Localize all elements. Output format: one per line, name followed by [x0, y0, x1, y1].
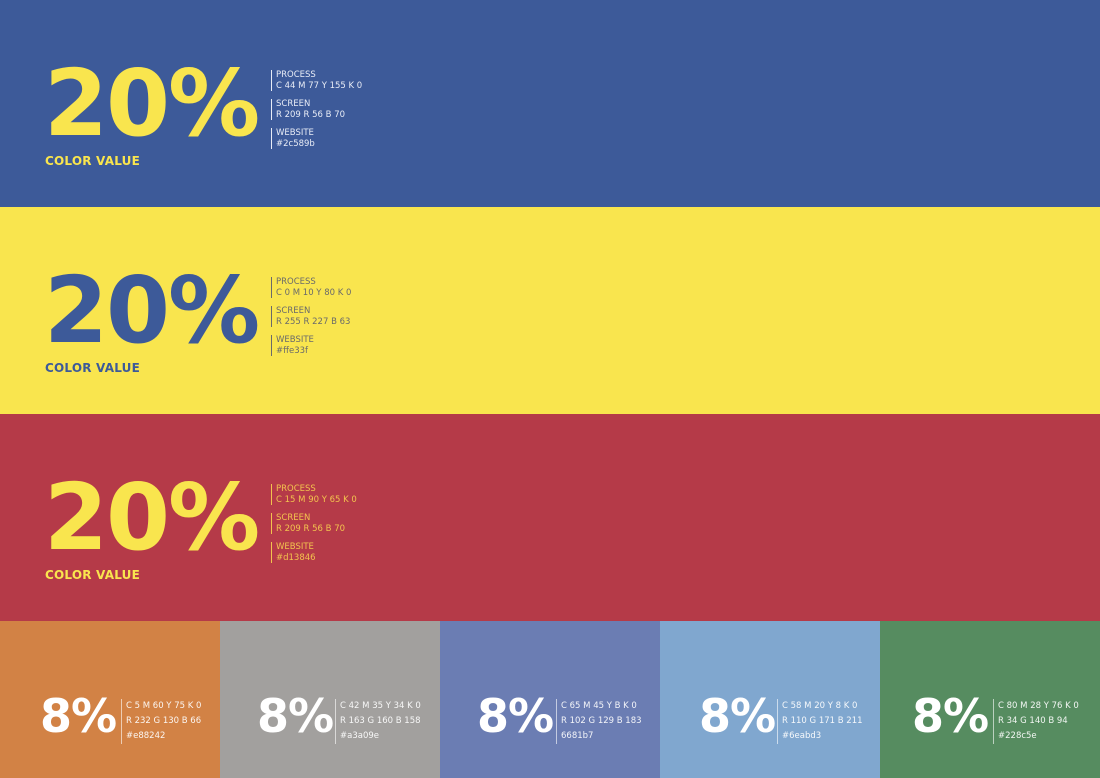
- process-spec: PROCESS C 0 M 10 Y 80 K 0: [271, 277, 351, 298]
- swatch-periwinkle: 8% C 65 M 45 Y B K 0 R 102 G 129 B 183 6…: [440, 621, 660, 778]
- swatch-rgb: R 110 G 171 B 211: [782, 716, 863, 726]
- screen-values: R 255 R 227 B 63: [276, 316, 351, 327]
- process-spec: PROCESS C 44 M 77 Y 155 K 0: [271, 70, 362, 91]
- website-spec: WEBSITE #d13846: [271, 542, 357, 563]
- process-title: PROCESS: [276, 277, 316, 287]
- swatch-specs: C 80 M 28 Y 76 K 0 R 34 G 140 B 94 #228c…: [993, 699, 1079, 744]
- swatch-rgb: R 102 G 129 B 183: [561, 716, 642, 726]
- swatch-light-blue: 8% C 58 M 20 Y 8 K 0 R 110 G 171 B 211 #…: [660, 621, 880, 778]
- primary-color-band-blue: 20% COLOR VALUE PROCESS C 44 M 77 Y 155 …: [0, 0, 1100, 207]
- swatch-hex: #6eabd3: [782, 731, 822, 741]
- website-hex: #ffe33f: [276, 345, 309, 356]
- color-value-label: COLOR VALUE: [45, 154, 140, 168]
- screen-spec: SCREEN R 209 R 56 B 70: [271, 513, 357, 534]
- swatch-cmyk: C 5 M 60 Y 75 K 0: [126, 701, 202, 711]
- swatch-hex: 6681b7: [561, 731, 594, 741]
- swatch-hex: #228c5e: [998, 731, 1037, 741]
- color-percentage: 20%: [44, 257, 260, 364]
- screen-title: SCREEN: [276, 306, 311, 316]
- swatch-specs: C 65 M 45 Y B K 0 R 102 G 129 B 183 6681…: [556, 699, 642, 744]
- swatch-percentage: 8%: [912, 689, 989, 743]
- swatch-orange: 8% C 5 M 60 Y 75 K 0 R 232 G 130 B 66 #e…: [0, 621, 220, 778]
- swatch-hex: #a3a09e: [340, 731, 379, 741]
- swatch-rgb: R 163 G 160 B 158: [340, 716, 421, 726]
- screen-spec: SCREEN R 255 R 227 B 63: [271, 306, 351, 327]
- color-specs: PROCESS C 0 M 10 Y 80 K 0 SCREEN R 255 R…: [271, 277, 351, 364]
- swatch-specs: C 5 M 60 Y 75 K 0 R 232 G 130 B 66 #e882…: [121, 699, 201, 744]
- swatch-hex: #e88242: [126, 731, 166, 741]
- swatch-rgb: R 232 G 130 B 66: [126, 716, 202, 726]
- swatch-percentage: 8%: [40, 689, 117, 743]
- website-title: WEBSITE: [276, 128, 314, 138]
- process-values: C 15 M 90 Y 65 K 0: [276, 494, 357, 505]
- color-value-label: COLOR VALUE: [45, 568, 140, 582]
- swatch-rgb: R 34 G 140 B 94: [998, 716, 1068, 726]
- website-hex: #d13846: [276, 552, 316, 563]
- website-spec: WEBSITE #ffe33f: [271, 335, 351, 356]
- screen-title: SCREEN: [276, 99, 311, 109]
- screen-spec: SCREEN R 209 R 56 B 70: [271, 99, 362, 120]
- primary-color-band-red: 20% COLOR VALUE PROCESS C 15 M 90 Y 65 K…: [0, 414, 1100, 621]
- swatch-cmyk: C 42 M 35 Y 34 K 0: [340, 701, 421, 711]
- process-values: C 0 M 10 Y 80 K 0: [276, 287, 352, 298]
- website-spec: WEBSITE #2c589b: [271, 128, 362, 149]
- process-title: PROCESS: [276, 70, 316, 80]
- screen-title: SCREEN: [276, 513, 311, 523]
- color-specs: PROCESS C 15 M 90 Y 65 K 0 SCREEN R 209 …: [271, 484, 357, 571]
- swatch-gray: 8% C 42 M 35 Y 34 K 0 R 163 G 160 B 158 …: [220, 621, 440, 778]
- website-hex: #2c589b: [276, 138, 315, 149]
- color-percentage: 20%: [44, 464, 260, 571]
- swatch-cmyk: C 80 M 28 Y 76 K 0: [998, 701, 1079, 711]
- swatch-green: 8% C 80 M 28 Y 76 K 0 R 34 G 140 B 94 #2…: [880, 621, 1100, 778]
- process-title: PROCESS: [276, 484, 316, 494]
- color-percentage: 20%: [44, 50, 260, 157]
- process-values: C 44 M 77 Y 155 K 0: [276, 80, 363, 91]
- swatch-percentage: 8%: [699, 689, 776, 743]
- website-title: WEBSITE: [276, 542, 314, 552]
- primary-color-band-yellow: 20% COLOR VALUE PROCESS C 0 M 10 Y 80 K …: [0, 207, 1100, 414]
- swatch-percentage: 8%: [257, 689, 334, 743]
- screen-values: R 209 R 56 B 70: [276, 523, 346, 534]
- color-value-label: COLOR VALUE: [45, 361, 140, 375]
- screen-values: R 209 R 56 B 70: [276, 109, 346, 120]
- website-title: WEBSITE: [276, 335, 314, 345]
- swatch-cmyk: C 58 M 20 Y 8 K 0: [782, 701, 858, 711]
- swatch-percentage: 8%: [477, 689, 554, 743]
- secondary-swatches: 8% C 5 M 60 Y 75 K 0 R 232 G 130 B 66 #e…: [0, 621, 1100, 778]
- swatch-specs: C 42 M 35 Y 34 K 0 R 163 G 160 B 158 #a3…: [335, 699, 421, 744]
- process-spec: PROCESS C 15 M 90 Y 65 K 0: [271, 484, 357, 505]
- swatch-cmyk: C 65 M 45 Y B K 0: [561, 701, 637, 711]
- swatch-specs: C 58 M 20 Y 8 K 0 R 110 G 171 B 211 #6ea…: [777, 699, 863, 744]
- color-specs: PROCESS C 44 M 77 Y 155 K 0 SCREEN R 209…: [271, 70, 362, 157]
